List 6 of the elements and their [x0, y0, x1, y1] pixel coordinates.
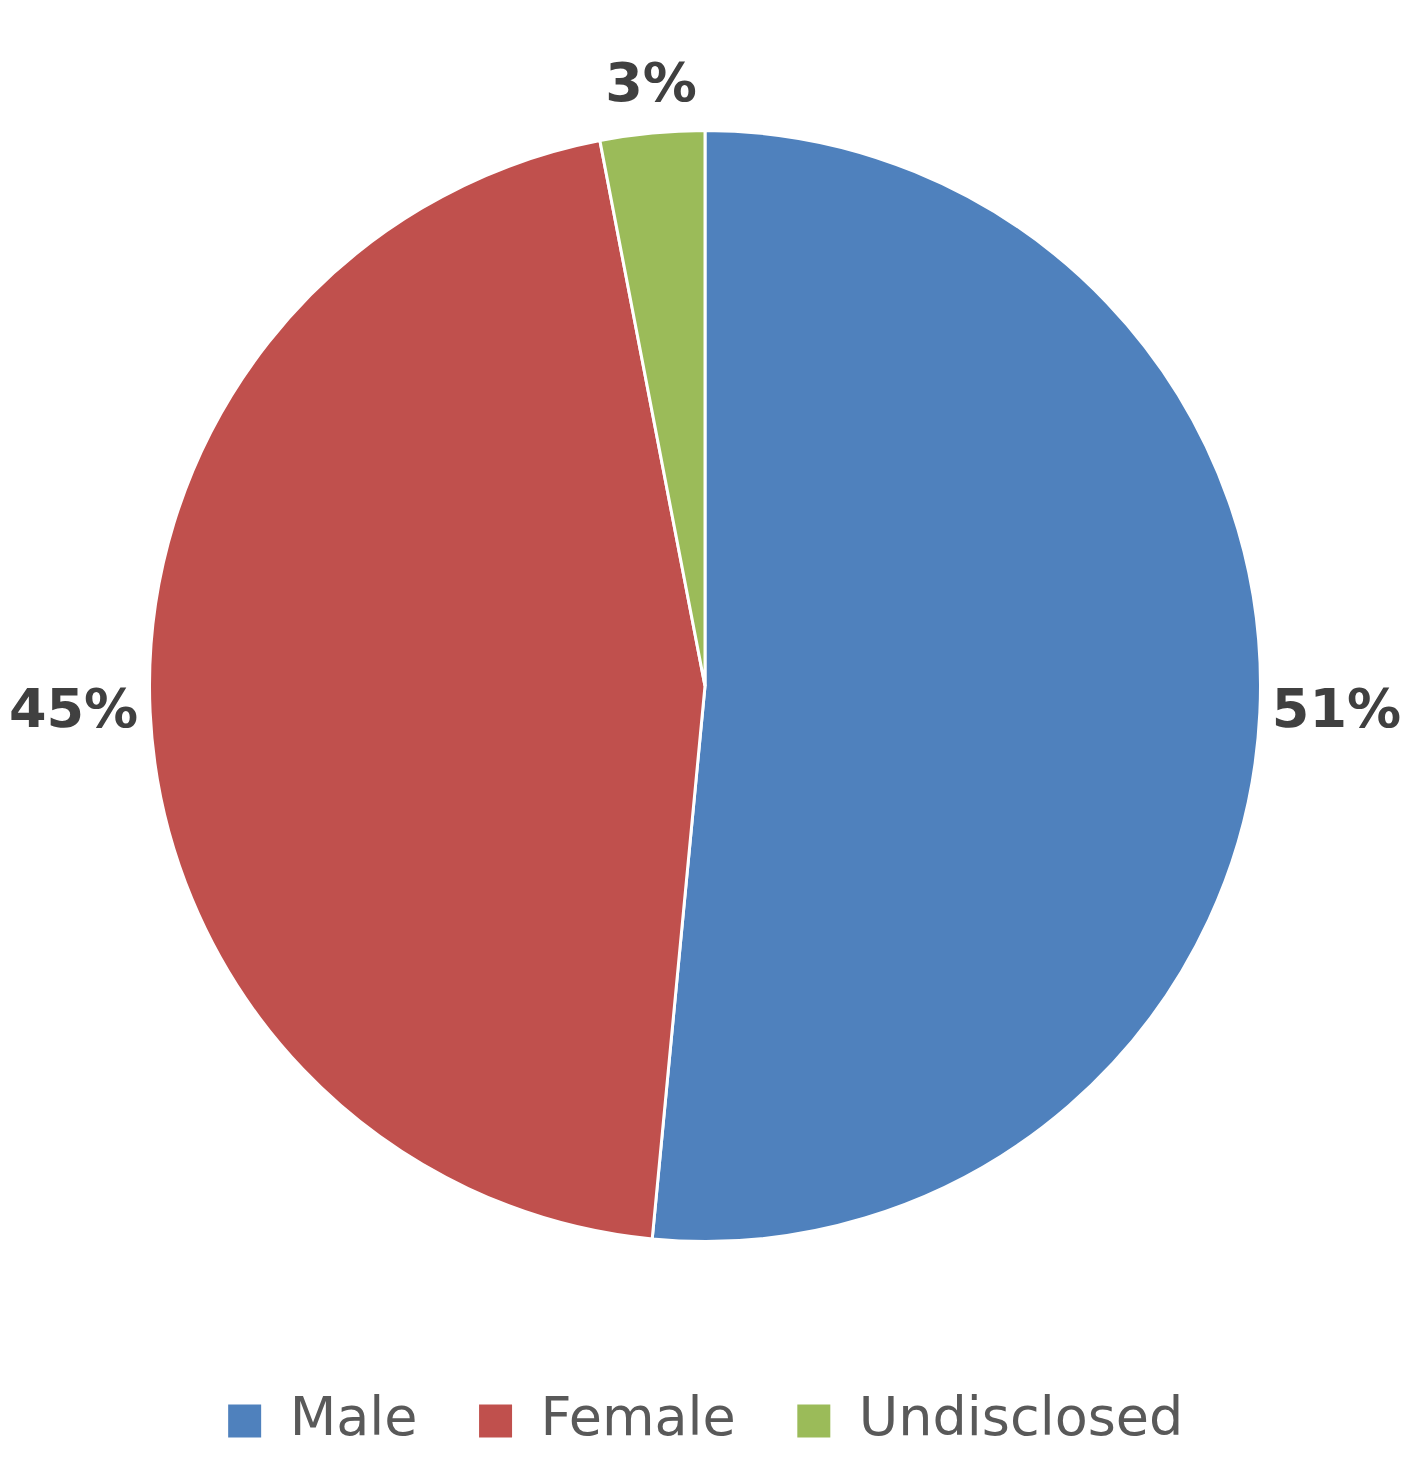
- data-label: 51%: [1271, 677, 1402, 741]
- legend-label: Undisclosed: [858, 1385, 1184, 1449]
- legend-label: Male: [289, 1385, 418, 1449]
- legend-label: Female: [540, 1385, 736, 1449]
- data-label: 45%: [8, 677, 139, 741]
- data-label: 3%: [605, 51, 697, 115]
